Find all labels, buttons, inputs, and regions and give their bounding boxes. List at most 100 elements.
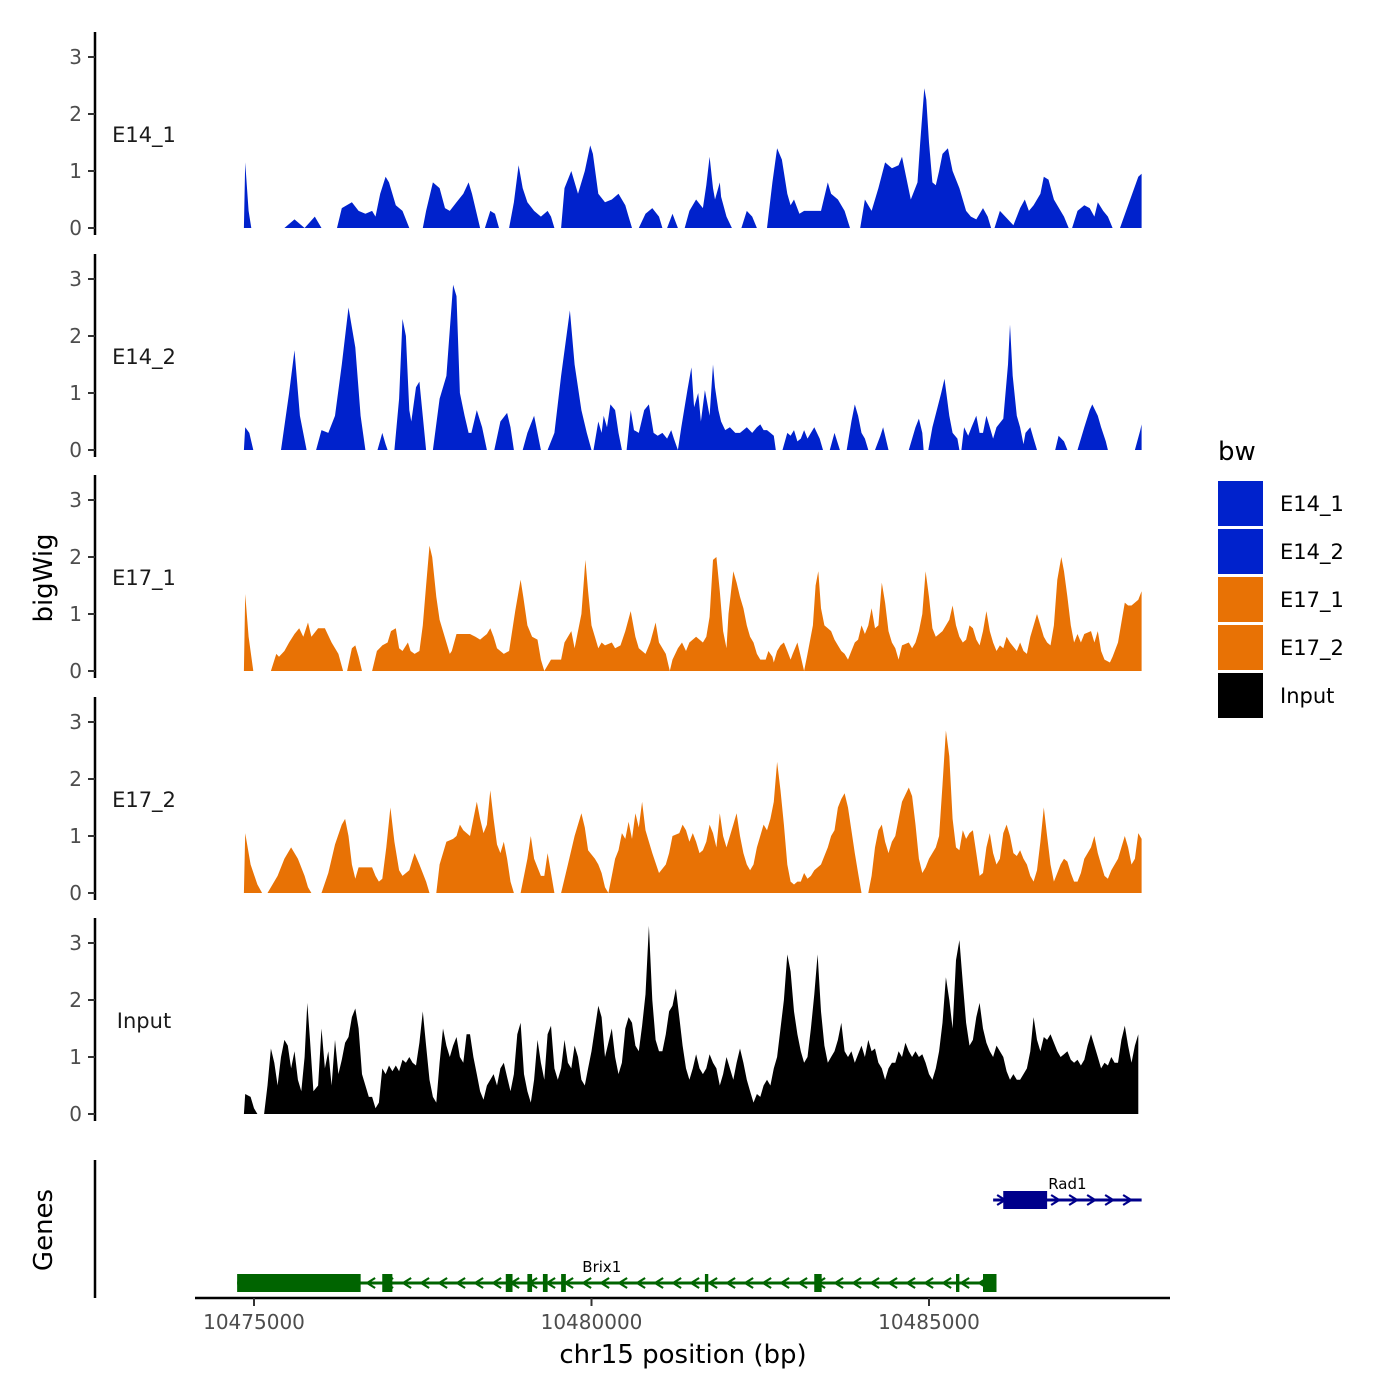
gene-exon: [542, 1274, 548, 1292]
strand-arrow: [761, 1277, 772, 1289]
strand-arrow: [365, 1277, 376, 1289]
gene-exon: [237, 1274, 361, 1292]
y-tick-label: 3: [69, 931, 82, 955]
strand-arrow: [653, 1277, 664, 1289]
y-tick-label: 2: [69, 767, 82, 791]
strand-arrow: [1050, 1194, 1062, 1206]
gene-exon: [505, 1274, 513, 1292]
signal-area: [243, 730, 1142, 893]
strand-arrow: [1122, 1194, 1134, 1206]
y-tick-label: 1: [69, 602, 82, 626]
strand-arrow: [743, 1277, 754, 1289]
strand-arrow: [923, 1277, 934, 1289]
strand-arrow: [689, 1277, 700, 1289]
strand-arrow: [941, 1277, 952, 1289]
gene-exon: [1003, 1191, 1048, 1209]
y-tick-label: 2: [69, 324, 82, 348]
y-tick-label: 1: [69, 824, 82, 848]
strand-arrow: [671, 1277, 682, 1289]
y-tick-label: 2: [69, 102, 82, 126]
y-tick-label: 0: [69, 1102, 82, 1126]
track-e17-2: 0 1 2 3 E17_2: [69, 697, 1142, 905]
strand-arrow: [959, 1277, 970, 1289]
y-axis-title: bigWig: [29, 533, 59, 622]
track-label: E17_2: [112, 788, 176, 813]
x-tick-label: 10485000: [878, 1310, 980, 1334]
gene-exon: [704, 1274, 709, 1292]
gene-exon: [561, 1274, 566, 1292]
signal-tracks: 0 1 2 3 E14_1 0 1 2 3 E14_2 0 1 2 3 E17_1 0 1 2 3 E17_2 0 1 2 3…: [69, 32, 1142, 1126]
y-tick-label: 1: [69, 381, 82, 405]
legend-label: E14_1: [1280, 492, 1344, 517]
strand-arrow: [617, 1277, 628, 1289]
genes-axis-title: Genes: [29, 1189, 59, 1271]
strand-arrow: [779, 1277, 790, 1289]
y-tick-label: 1: [69, 1045, 82, 1069]
track-e14-2: 0 1 2 3 E14_2: [69, 254, 1142, 462]
y-tick-label: 2: [69, 545, 82, 569]
legend-key: [1218, 625, 1263, 670]
legend-label: E14_2: [1280, 540, 1344, 565]
track-label: E17_1: [112, 566, 176, 591]
x-axis: 10475000 10480000 10485000: [195, 1296, 1170, 1334]
track-label: E14_2: [112, 345, 176, 370]
strand-arrow: [905, 1277, 916, 1289]
track-label: Input: [117, 1009, 171, 1033]
signal-area: [243, 545, 1142, 671]
strand-arrow: [887, 1277, 898, 1289]
gene-exon: [814, 1274, 822, 1292]
strand-arrow: [725, 1277, 736, 1289]
y-tick-label: 1: [69, 159, 82, 183]
legend-title: bw: [1218, 437, 1256, 467]
y-tick-label: 3: [69, 45, 82, 69]
y-tick-label: 0: [69, 881, 82, 905]
legend-key: [1218, 577, 1263, 622]
strand-arrow: [851, 1277, 862, 1289]
strand-arrow: [437, 1277, 448, 1289]
y-tick-label: 0: [69, 659, 82, 683]
y-tick-label: 3: [69, 710, 82, 734]
strand-arrow: [1068, 1194, 1080, 1206]
x-axis-title: chr15 position (bp): [559, 1340, 806, 1370]
legend-label: E17_1: [1280, 588, 1344, 613]
strand-arrow: [455, 1277, 466, 1289]
track-e17-1: 0 1 2 3 E17_1: [69, 475, 1142, 683]
legend-key: [1218, 481, 1263, 526]
signal-area: [243, 88, 1142, 228]
y-tick-label: 2: [69, 988, 82, 1012]
genes-panel: Rad1 Brix1: [93, 1160, 1142, 1298]
x-tick-label: 10475000: [203, 1310, 305, 1334]
strand-arrow: [401, 1277, 412, 1289]
legend-label: Input: [1280, 684, 1334, 708]
strand-arrow: [473, 1277, 484, 1289]
gene-rad1: Rad1: [993, 1175, 1142, 1209]
gene-label: Rad1: [1048, 1175, 1086, 1193]
strand-arrow: [1086, 1194, 1098, 1206]
strand-arrow: [419, 1277, 430, 1289]
gene-exon: [983, 1274, 997, 1292]
legend-label: E17_2: [1280, 636, 1344, 661]
strand-arrow: [581, 1277, 592, 1289]
strand-arrow: [491, 1277, 502, 1289]
strand-arrow: [635, 1277, 646, 1289]
legend-key: [1218, 673, 1263, 718]
gene-label: Brix1: [582, 1258, 621, 1276]
legend: bw E14_1 E14_2 E17_1 E17_2 Input: [1218, 437, 1344, 718]
x-tick-label: 10480000: [541, 1310, 643, 1334]
strand-arrow: [833, 1277, 844, 1289]
track-input: 0 1 2 3 Input: [69, 918, 1139, 1126]
strand-arrow: [707, 1277, 718, 1289]
strand-arrow: [1104, 1194, 1116, 1206]
gene-brix1: Brix1: [237, 1258, 997, 1292]
legend-key: [1218, 529, 1263, 574]
gene-exon: [956, 1274, 960, 1292]
y-tick-label: 3: [69, 488, 82, 512]
track-label: E14_1: [112, 123, 176, 148]
signal-area: [243, 925, 1139, 1114]
gene-exon: [527, 1274, 533, 1292]
gene-exon: [382, 1274, 393, 1292]
strand-arrow: [797, 1277, 808, 1289]
y-tick-label: 3: [69, 267, 82, 291]
track-e14-1: 0 1 2 3 E14_1: [69, 32, 1142, 240]
